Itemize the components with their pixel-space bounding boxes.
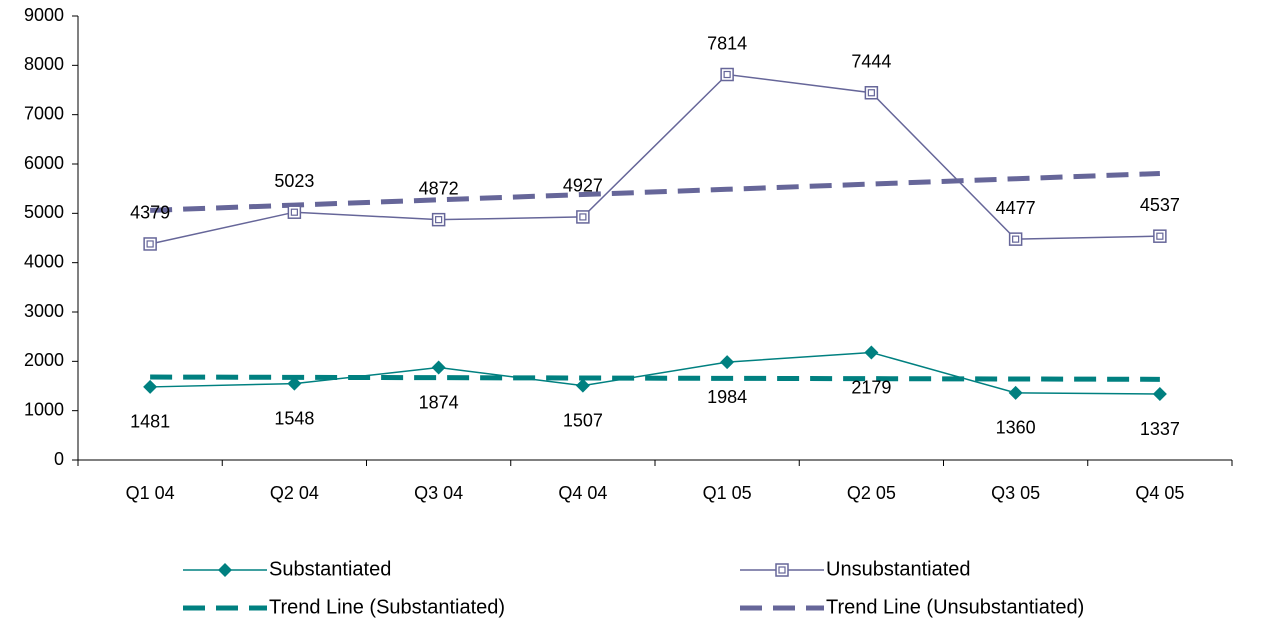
y-tick-label: 8000 (24, 54, 64, 74)
data-label: 7814 (707, 33, 747, 53)
x-tick-label: Q3 04 (414, 483, 463, 503)
marker (1008, 385, 1023, 400)
series-line (150, 351, 1160, 395)
marker-inner (1012, 235, 1020, 243)
marker-inner (723, 70, 731, 79)
marker (1153, 229, 1167, 243)
x-tick-label: Q2 04 (270, 483, 319, 503)
marker-inner (579, 213, 587, 221)
legend-item: Trend Line (Unsubstantiated) (740, 596, 1084, 618)
marker (431, 212, 446, 227)
marker (143, 237, 157, 251)
data-label: 1874 (419, 392, 459, 412)
data-label: 5023 (274, 171, 314, 191)
x-tick-label: Q3 05 (991, 483, 1040, 503)
marker (576, 210, 590, 224)
data-label: 1548 (274, 408, 314, 428)
x-tick-label: Q1 04 (126, 483, 175, 503)
y-tick-label: 7000 (24, 103, 64, 123)
marker (143, 379, 158, 394)
marker (575, 378, 590, 393)
marker (1152, 387, 1167, 402)
data-label: 4872 (419, 178, 459, 198)
data-label: 4477 (996, 198, 1036, 218)
y-tick-label: 4000 (24, 251, 64, 271)
marker-inner (435, 216, 443, 224)
marker (287, 205, 302, 219)
data-label: 7444 (851, 52, 891, 72)
x-tick-label: Q4 05 (1135, 483, 1184, 503)
marker (431, 360, 446, 375)
marker (864, 86, 879, 100)
marker-inner (146, 240, 154, 248)
data-label: 4927 (563, 176, 603, 196)
trend-line (150, 374, 1160, 382)
marker (720, 67, 734, 82)
y-tick-label: 5000 (24, 202, 64, 222)
marker-inner (778, 566, 786, 574)
data-label: 1984 (707, 387, 747, 407)
marker-inner (1156, 232, 1164, 240)
trend-line (150, 170, 1160, 213)
marker-inner (867, 89, 875, 97)
marker (1008, 232, 1023, 246)
marker (287, 376, 302, 391)
y-tick-label: 1000 (24, 399, 64, 419)
legend-marker (775, 563, 789, 577)
legend-marker (218, 563, 232, 577)
series-line (149, 73, 1160, 245)
legend-label: Unsubstantiated (826, 558, 971, 580)
data-label: 2179 (851, 377, 891, 397)
x-tick-label: Q2 05 (847, 483, 896, 503)
legend-label: Substantiated (269, 558, 391, 580)
legend-label: Trend Line (Substantiated) (269, 596, 505, 618)
data-label: 1337 (1140, 419, 1180, 439)
data-label: 1360 (996, 418, 1036, 438)
y-tick-label: 9000 (24, 5, 64, 25)
y-tick-label: 2000 (24, 350, 64, 370)
data-label: 1507 (563, 410, 603, 430)
y-tick-label: 0 (54, 449, 64, 469)
legend-label: Trend Line (Unsubstantiated) (826, 596, 1084, 618)
x-tick-label: Q1 05 (703, 483, 752, 503)
legend-item: Trend Line (Substantiated) (183, 596, 505, 618)
data-label: 4537 (1140, 195, 1180, 215)
marker (720, 355, 735, 370)
legend-item: Substantiated (183, 558, 391, 580)
data-label: 4379 (130, 203, 170, 223)
marker (864, 345, 879, 360)
legend-item: Unsubstantiated (740, 558, 971, 580)
data-label: 1481 (130, 412, 170, 432)
y-tick-label: 6000 (24, 153, 64, 173)
x-tick-label: Q4 04 (558, 483, 607, 503)
marker-inner (290, 208, 298, 216)
y-tick-label: 3000 (24, 301, 64, 321)
